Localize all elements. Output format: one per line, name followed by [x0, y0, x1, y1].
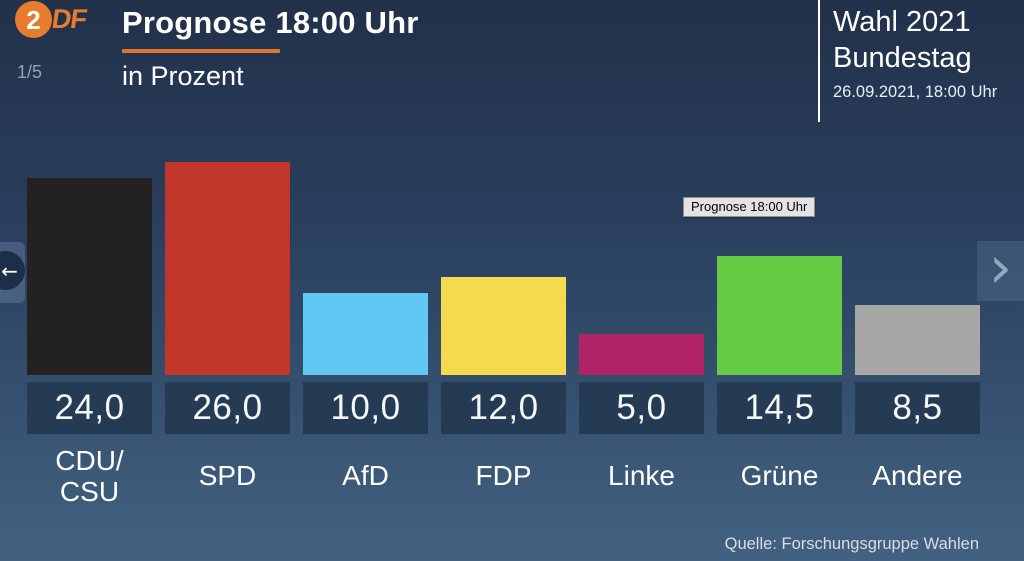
bar-label: SPD [198, 460, 257, 492]
bar-area [303, 162, 428, 375]
bar-column-cdu-csu: 24,0 CDU/ CSU [27, 162, 152, 514]
title-block: Prognose 18:00 Uhr in Prozent [122, 4, 418, 92]
bar-area [27, 162, 152, 375]
bar-value: 24,0 [54, 388, 125, 427]
election-datetime: 26.09.2021, 18:00 Uhr [833, 83, 998, 101]
source-credit: Quelle: Forschungsgruppe Wahlen [724, 535, 979, 553]
bar-column-gruene: 14,5 Grüne [717, 162, 842, 514]
bar-value: 14,5 [744, 388, 815, 427]
bar-afd[interactable] [303, 293, 428, 375]
election-info-panel: Wahl 2021 Bundestag 26.09.2021, 18:00 Uh… [818, 0, 1024, 122]
bar-spd[interactable] [165, 162, 290, 375]
slide-counter: 1/5 [17, 62, 43, 82]
bar-value: 10,0 [330, 388, 401, 427]
bar-label: FDP [475, 460, 532, 492]
bar-column-andere: 8,5 Andere [855, 162, 980, 514]
arrow-left-icon: ← [1, 258, 18, 283]
chevron-right-icon: › [988, 233, 1013, 301]
value-box: 10,0 [303, 382, 428, 434]
bar-label: AfD [342, 460, 389, 492]
bar-value: 12,0 [468, 388, 539, 427]
page-title: Prognose 18:00 Uhr [122, 5, 419, 40]
value-box: 24,0 [27, 382, 152, 434]
bar-area [855, 162, 980, 375]
tooltip: Prognose 18:00 Uhr [683, 197, 816, 217]
bar-andere[interactable] [855, 305, 980, 375]
election-title-line1: Wahl 2021 [833, 6, 971, 38]
value-box: 8,5 [855, 382, 980, 434]
bar-label: Grüne [740, 460, 819, 492]
bar-gruene[interactable] [717, 256, 842, 375]
next-slide-button[interactable]: › [977, 233, 1024, 301]
prev-slide-button[interactable]: ← [0, 251, 25, 290]
value-box: 5,0 [579, 382, 704, 434]
value-box: 26,0 [165, 382, 290, 434]
bar-label: Linke [608, 460, 675, 492]
election-title-line2: Bundestag [833, 42, 972, 74]
bar-area [165, 162, 290, 375]
zdf-logo-circle: 2 [15, 1, 52, 38]
value-box: 14,5 [717, 382, 842, 434]
bar-value: 8,5 [892, 388, 943, 427]
value-box: 12,0 [441, 382, 566, 434]
page-subtitle: in Prozent [122, 61, 244, 91]
zdf-logo-digit: 2 [26, 4, 41, 35]
bar-value: 5,0 [616, 388, 667, 427]
bar-area [441, 162, 566, 375]
bar-linke[interactable] [579, 334, 704, 375]
bar-area [717, 162, 842, 375]
bar-column-afd: 10,0 AfD [303, 162, 428, 514]
zdf-logo-letters: DF [49, 4, 89, 34]
bar-cdu-csu[interactable] [27, 178, 152, 375]
bar-value: 26,0 [192, 388, 263, 427]
bar-column-fdp: 12,0 FDP [441, 162, 566, 514]
bar-label: CDU/ CSU [55, 444, 124, 507]
bar-area [579, 162, 704, 375]
bar-fdp[interactable] [441, 277, 566, 375]
zdf-logo: 2 DF [15, 1, 89, 38]
bar-chart: 24,0 CDU/ CSU 26,0 SPD 10,0 AfD 12,0 FDP [27, 162, 980, 514]
bar-column-linke: 5,0 Linke [579, 162, 704, 514]
bar-column-spd: 26,0 SPD [165, 162, 290, 514]
title-underline [122, 49, 280, 53]
bar-label: Andere [872, 460, 963, 492]
